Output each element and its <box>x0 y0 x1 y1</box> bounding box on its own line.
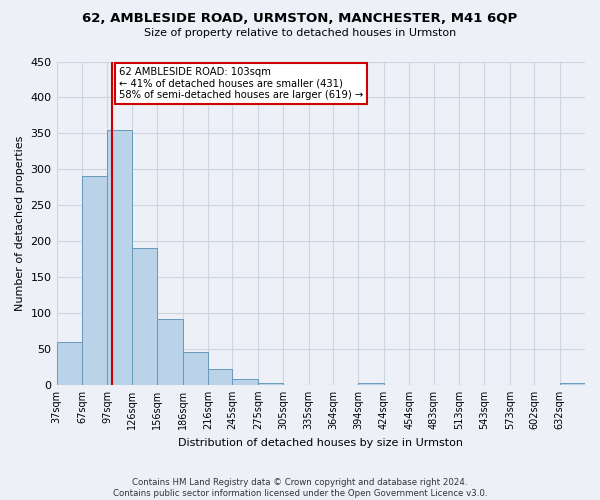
Bar <box>157 318 182 385</box>
Bar <box>107 130 132 385</box>
Text: Contains HM Land Registry data © Crown copyright and database right 2024.
Contai: Contains HM Land Registry data © Crown c… <box>113 478 487 498</box>
Bar <box>132 248 157 385</box>
X-axis label: Distribution of detached houses by size in Urmston: Distribution of detached houses by size … <box>178 438 463 448</box>
Bar <box>182 352 208 385</box>
Text: 62, AMBLESIDE ROAD, URMSTON, MANCHESTER, M41 6QP: 62, AMBLESIDE ROAD, URMSTON, MANCHESTER,… <box>82 12 518 26</box>
Y-axis label: Number of detached properties: Number of detached properties <box>15 136 25 311</box>
Bar <box>56 342 82 385</box>
Bar <box>82 176 107 385</box>
Text: 62 AMBLESIDE ROAD: 103sqm
← 41% of detached houses are smaller (431)
58% of semi: 62 AMBLESIDE ROAD: 103sqm ← 41% of detac… <box>119 67 364 100</box>
Bar <box>208 369 232 385</box>
Bar <box>358 384 384 385</box>
Bar <box>560 384 585 385</box>
Text: Size of property relative to detached houses in Urmston: Size of property relative to detached ho… <box>144 28 456 38</box>
Bar <box>232 379 258 385</box>
Bar <box>258 384 283 385</box>
